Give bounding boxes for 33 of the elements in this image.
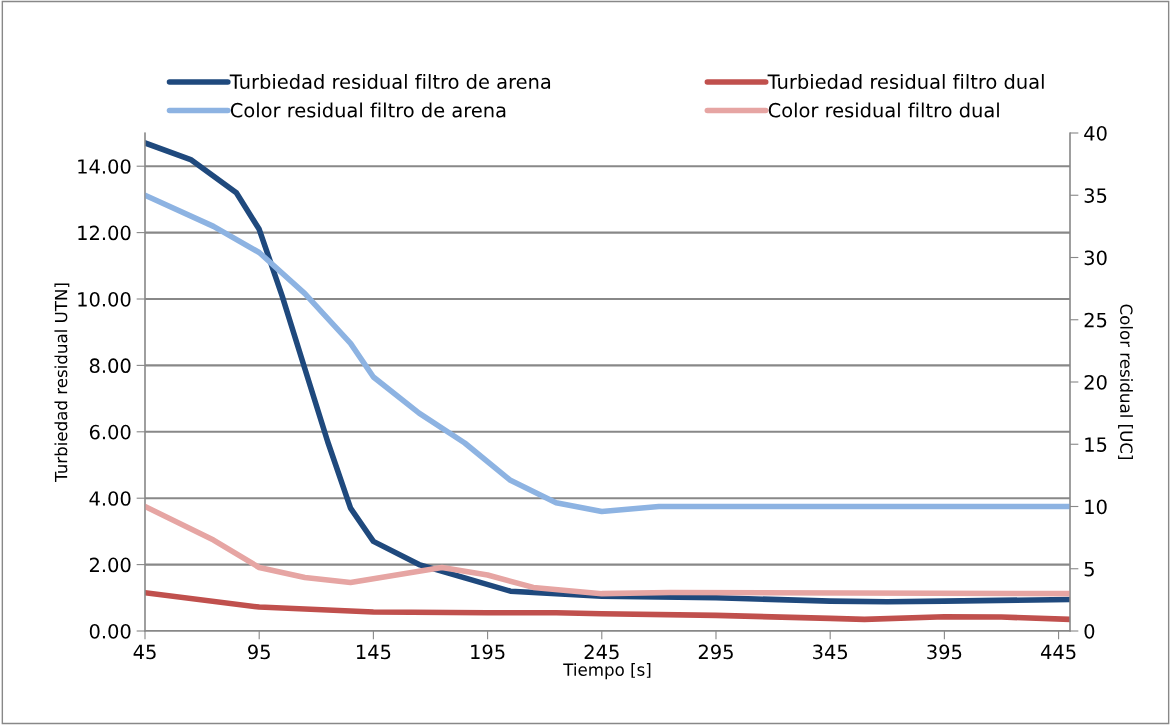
x-tick-label: 345 bbox=[813, 644, 848, 660]
x-axis-title: Tiempo [s] bbox=[563, 663, 651, 680]
y2-tick-label: 15 bbox=[1085, 437, 1107, 452]
x-tick-label: 195 bbox=[471, 644, 505, 660]
y2-axis-title: Color residual [UC] bbox=[1118, 304, 1133, 460]
y-tick-label: 6.00 bbox=[89, 424, 131, 440]
x-tick-label: 295 bbox=[698, 644, 733, 660]
y2-tick-label: 10 bbox=[1085, 499, 1107, 515]
legend-label: Turbiedad residual filtro dual bbox=[767, 73, 1044, 90]
y2-tick-label: 0 bbox=[1084, 623, 1095, 639]
y-tick-label: 8.00 bbox=[89, 358, 131, 374]
y2-tick-label: 25 bbox=[1084, 312, 1107, 328]
y2-tick-label: 40 bbox=[1084, 125, 1107, 141]
legend-label: Color residual filtro dual bbox=[768, 102, 999, 118]
y-axis-title: Turbiedad residual UTN] bbox=[54, 283, 70, 482]
legend-label: Turbiedad residual filtro de arena bbox=[229, 73, 551, 90]
x-tick-label: 445 bbox=[1040, 644, 1076, 660]
x-tick-label: 395 bbox=[927, 644, 962, 660]
x-tick-label: 145 bbox=[356, 644, 391, 660]
x-tick-label: 45 bbox=[133, 644, 156, 660]
y2-tick-label: 5 bbox=[1084, 561, 1094, 577]
y2-tick-label: 30 bbox=[1084, 250, 1107, 266]
x-tick-label: 95 bbox=[248, 644, 270, 660]
y-tick-label: 4.00 bbox=[89, 491, 131, 506]
y-tick-label: 0.00 bbox=[89, 623, 131, 639]
x-tick-label: 245 bbox=[584, 644, 619, 660]
legend-label: Color residual filtro de arena bbox=[230, 102, 506, 118]
y-tick-label: 14.00 bbox=[78, 159, 131, 174]
y-tick-label: 12.00 bbox=[78, 225, 131, 241]
y-tick-label: 10.00 bbox=[78, 291, 131, 307]
y-tick-label: 2.00 bbox=[89, 557, 131, 573]
y2-tick-label: 20 bbox=[1084, 374, 1107, 390]
y2-tick-label: 35 bbox=[1084, 188, 1107, 203]
